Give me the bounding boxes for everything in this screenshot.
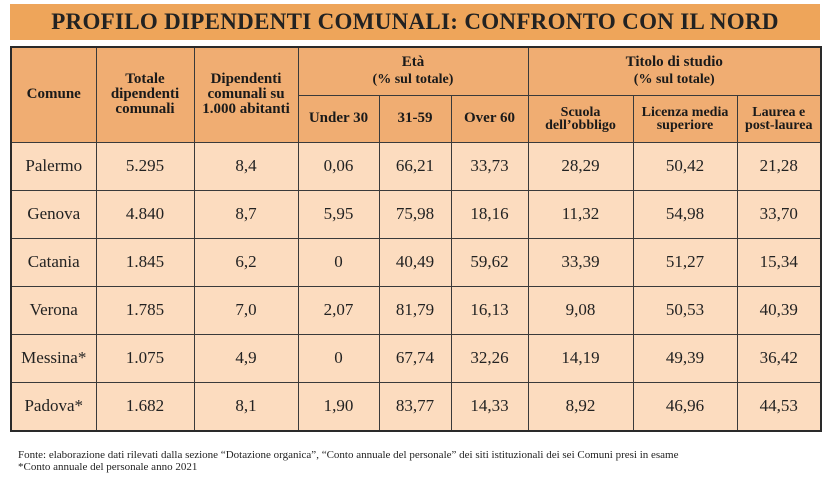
row-label: Messina* — [10, 333, 97, 383]
column-header: Totale dipendenti comunali — [95, 46, 195, 143]
cell: 81,79 — [378, 285, 452, 335]
cell: 66,21 — [378, 141, 452, 191]
row-label: Palermo — [10, 141, 97, 191]
group-subtitle: (% sul totale) — [633, 72, 715, 88]
cell: 21,28 — [736, 141, 822, 191]
cell: 28,29 — [527, 141, 634, 191]
cell: 33,39 — [527, 237, 634, 287]
cell: 33,70 — [736, 189, 822, 239]
cell: 1.682 — [95, 381, 195, 431]
cell: 40,49 — [378, 237, 452, 287]
row-label: Catania — [10, 237, 97, 287]
cell: 33,73 — [450, 141, 529, 191]
cell: 54,98 — [632, 189, 738, 239]
cell: 40,39 — [736, 285, 822, 335]
cell: 8,4 — [193, 141, 299, 191]
cell: 49,39 — [632, 333, 738, 383]
cell: 44,53 — [736, 381, 822, 431]
cell: 46,96 — [632, 381, 738, 431]
group-title: Titolo di studio — [625, 54, 723, 71]
cell: 2,07 — [297, 285, 380, 335]
cell: 67,74 — [378, 333, 452, 383]
table: Comune Totale dipendenti comunali Dipenden… — [10, 46, 822, 432]
cell: 8,1 — [193, 381, 299, 431]
cell: 11,32 — [527, 189, 634, 239]
cell: 15,34 — [736, 237, 822, 287]
column-header: Laurea e post-laurea — [736, 94, 822, 143]
cell: 51,27 — [632, 237, 738, 287]
column-header: 31-59 — [378, 94, 452, 143]
column-header: Under 30 — [297, 94, 380, 143]
column-header: Over 60 — [450, 94, 529, 143]
cell: 1.785 — [95, 285, 195, 335]
cell: 4,9 — [193, 333, 299, 383]
cell: 83,77 — [378, 381, 452, 431]
header-row: Under 30 31-59 Over 60 Scuola dell’obbligo L… — [11, 94, 822, 143]
cell: 14,19 — [527, 333, 634, 383]
cell: 50,53 — [632, 285, 738, 335]
cell: 8,92 — [527, 381, 634, 431]
cell: 14,33 — [450, 381, 529, 431]
group-header: Età (% sul totale) — [297, 46, 529, 96]
row-label: Padova* — [10, 381, 97, 431]
header-row: Comune Totale dipendenti comunali Dipenden… — [10, 46, 822, 143]
cell: 36,42 — [736, 333, 822, 383]
column-header: Comune — [10, 46, 97, 143]
cell: 1,90 — [297, 381, 380, 431]
cell: 32,26 — [450, 333, 529, 383]
column-header: Scuola dell’obbligo — [527, 94, 634, 143]
cell: 50,42 — [632, 141, 738, 191]
cell: 18,16 — [450, 189, 529, 239]
cell: 9,08 — [527, 285, 634, 335]
title: PROFILO DIPENDENTI COMUNALI: CONFRONTO C… — [10, 4, 820, 40]
group-header: Titolo di studio (% sul totale) — [527, 46, 822, 96]
cell: 16,13 — [450, 285, 529, 335]
data-row: Messina* 1.075 4,9 0 67,74 32,26 14,19 49,39 36,… — [10, 333, 822, 383]
group-title: Età — [401, 54, 425, 71]
cell: 6,2 — [193, 237, 299, 287]
data-row: Genova 4.840 8,7 5,95 75,98 18,16 11,32 54,98 33… — [10, 189, 822, 239]
data-row: Verona 1.785 7,0 2,07 81,79 16,13 9,08 50,53 40,… — [10, 285, 822, 335]
cell: 1.845 — [95, 237, 195, 287]
data-row: Padova* 1.682 8,1 1,90 83,77 14,33 8,92 46,96 44… — [10, 381, 822, 431]
column-header: Dipendenti comunali su 1.000 abitanti — [193, 46, 299, 143]
cell: 59,62 — [450, 237, 529, 287]
cell: 0,06 — [297, 141, 380, 191]
cell: 5.295 — [95, 141, 195, 191]
cell: 1.075 — [95, 333, 195, 383]
cell: 4.840 — [95, 189, 195, 239]
cell: 0 — [297, 333, 380, 383]
source-note: Fonte: elaborazione dati rilevati dalla … — [18, 449, 679, 461]
cell: 5,95 — [297, 189, 380, 239]
row-label: Genova — [10, 189, 97, 239]
column-header: Licenza media superiore — [632, 94, 738, 143]
cell: 7,0 — [193, 285, 299, 335]
cell: 0 — [297, 237, 380, 287]
cell: 8,7 — [193, 189, 299, 239]
data-row: Palermo 5.295 8,4 0,06 66,21 33,73 28,29 50,42 2… — [10, 141, 822, 191]
row-label: Verona — [10, 285, 97, 335]
cell: 75,98 — [378, 189, 452, 239]
data-row: Catania 1.845 6,2 0 40,49 59,62 33,39 51,27 15,3… — [10, 237, 822, 287]
group-subtitle: (% sul totale) — [372, 72, 454, 88]
footnote: *Conto annuale del personale anno 2021 — [18, 461, 198, 473]
